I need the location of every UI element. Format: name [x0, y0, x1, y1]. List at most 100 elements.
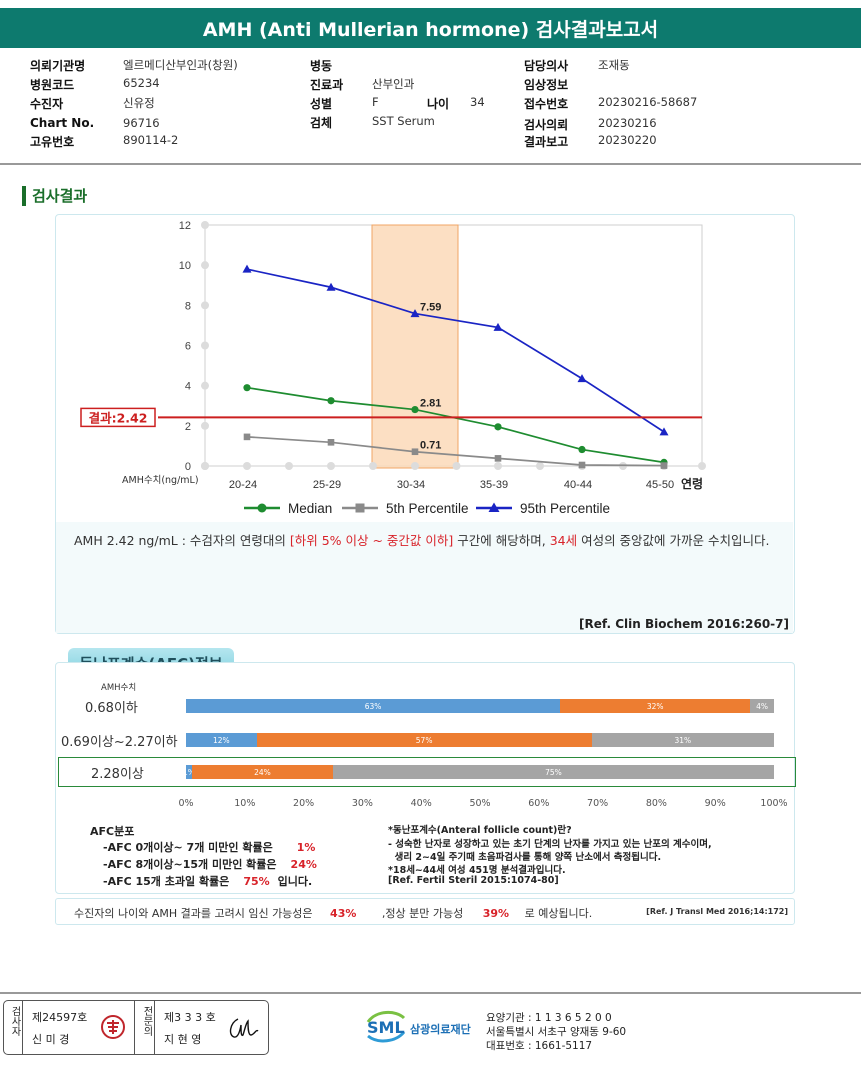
- afc-bar: 1%24%75%: [186, 765, 774, 779]
- y-tick-label: 0: [185, 461, 191, 473]
- sml-logo-text: SML: [367, 1018, 405, 1037]
- x-tick-label: 20-24: [229, 479, 257, 491]
- legend-label: Median: [288, 501, 332, 516]
- afc-x-tick: 90%: [704, 798, 726, 809]
- y-tick-dot: [201, 421, 209, 430]
- x-tick-label: 35-39: [480, 479, 508, 491]
- y-tick-label: 10: [179, 260, 191, 272]
- y-tick-dot: [201, 301, 209, 310]
- age-value: 34: [470, 95, 485, 109]
- sml-logo: SML: [366, 1008, 406, 1044]
- afc-x-tick: 40%: [410, 798, 432, 809]
- x-tick-dot: [201, 462, 209, 470]
- afc-x-tick: 0%: [178, 798, 194, 809]
- pregnancy-text: 수진자의 나이와 AMH 결과를 고려시 임신 가능성은 43% ,정상 분만 …: [74, 907, 593, 920]
- y-tick-label: 4: [185, 381, 191, 393]
- data-label: 7.59: [420, 302, 441, 314]
- amh-age-chart: 0 2 4 6 8 10 12 20-24 25-29 30-34 35-39 40-44 45-50 연…: [80, 220, 706, 516]
- org-phone: 대표번호 : 1661-5117: [486, 1040, 593, 1052]
- data-point: [243, 384, 251, 392]
- data-point: [327, 439, 335, 446]
- x-tick-dot: [494, 462, 502, 470]
- specialist-label: 전문의: [141, 1006, 152, 1036]
- footer-divider: [0, 992, 861, 994]
- info-value: 20230216-58687: [598, 95, 698, 109]
- info-label: 병동: [310, 59, 333, 73]
- y-tick-label: 12: [179, 220, 191, 232]
- info-label: 임상정보: [524, 78, 569, 92]
- specialist-license: 제3 3 3 호: [164, 1011, 216, 1024]
- examiner-label: 검사자: [9, 1006, 20, 1036]
- afc-note-line: [Ref. Fertil Steril 2015:1074-80]: [388, 875, 559, 886]
- x-tick-dot: [243, 462, 251, 470]
- reference-citation: [Ref. Clin Biochem 2016:260-7]: [579, 617, 789, 631]
- signature-icon: [229, 1018, 259, 1038]
- afc-dist-row: -AFC 0개이상~ 7개 미만인 확률은 1%: [103, 841, 316, 854]
- result-box: [80, 407, 156, 428]
- x-tick-dot: [536, 462, 544, 470]
- data-label: 0.71: [420, 440, 441, 452]
- patient-row-highlight: [58, 757, 796, 787]
- info-label: 진료과: [310, 78, 344, 92]
- afc-bar: 63% 32% 4%: [186, 699, 774, 713]
- info-value: 산부인과: [372, 77, 415, 91]
- info-value: 엘르메디산부인과(창원): [123, 58, 238, 72]
- legend-label: 5th Percentile: [386, 501, 469, 516]
- x-tick-label: 45-50: [646, 479, 674, 491]
- data-point: [242, 264, 252, 273]
- afc-bar-segment: 12%: [186, 733, 257, 747]
- y-tick-dot: [201, 381, 209, 390]
- info-label: 검사의뢰: [524, 118, 569, 132]
- info-value: SST Serum: [372, 114, 435, 128]
- interpretation-text: AMH 2.42 ng/mL : 수검자의 연령대의 [하위 5% 이상 ~ 중…: [74, 533, 770, 548]
- examiner-license: 제24597호: [32, 1011, 88, 1024]
- age-label: 나이: [427, 97, 450, 111]
- specialist-name: 지 현 영: [164, 1033, 202, 1046]
- info-value: 65234: [123, 76, 160, 90]
- afc-bar-segment: 63%: [186, 699, 561, 713]
- header-divider: [0, 163, 861, 165]
- afc-x-tick: 60%: [528, 798, 550, 809]
- afc-x-tick: 20%: [293, 798, 315, 809]
- info-value: 20230220: [598, 133, 657, 147]
- info-value: F: [372, 95, 379, 109]
- data-point: [659, 427, 669, 436]
- series-line: [246, 436, 665, 467]
- y-tick-dot: [201, 261, 209, 270]
- examiner-seal-icon: [101, 1015, 125, 1039]
- series-line: [246, 268, 665, 433]
- afc-x-tick: 30%: [351, 798, 373, 809]
- highlight-band: [371, 224, 459, 469]
- x-tick-dot: [698, 462, 706, 470]
- sml-swoosh-icon: [366, 1011, 406, 1043]
- y-tick-dot: [201, 221, 209, 229]
- afc-bar-segment: 1%: [186, 765, 192, 779]
- afc-x-tick: 100%: [760, 798, 788, 809]
- legend-marker: [488, 502, 500, 512]
- data-point: [577, 374, 587, 383]
- afc-bar-segment: 75%: [332, 765, 774, 779]
- pregnancy-reference: [Ref. J Transl Med 2016;14:172]: [646, 907, 788, 916]
- x-tick-dot: [369, 462, 377, 470]
- legend-marker: [355, 503, 365, 513]
- x-tick-label: 30-34: [397, 479, 425, 491]
- x-tick-dot: [327, 462, 335, 470]
- info-label: Chart No.: [30, 116, 95, 130]
- info-label: 수진자: [30, 97, 64, 111]
- afc-panel: AMH수치 0.68이하 63% 32% 4% 0.69이상~2.27이하 12% 57% 3…: [55, 662, 796, 894]
- pregnancy-panel: 수진자의 나이와 AMH 결과를 고려시 임신 가능성은 43% ,정상 분만 …: [55, 898, 795, 925]
- afc-bar-segment: 24%: [191, 765, 333, 779]
- info-label: 성별: [310, 97, 333, 111]
- afc-column-header: AMH수치: [101, 683, 137, 693]
- afc-x-tick: 10%: [234, 798, 256, 809]
- signature-box: 검사자 제24597호 신 미 경 전문의 제3 3 3 호 지 현 영: [3, 1000, 269, 1055]
- x-tick-dot: [411, 462, 419, 470]
- afc-row-label: 0.69이상~2.27이하: [61, 735, 178, 750]
- afc-x-tick: 80%: [645, 798, 667, 809]
- x-tick-dot: [285, 462, 293, 470]
- afc-row-label: 0.68이하: [85, 701, 138, 716]
- info-label: 병원코드: [30, 78, 75, 92]
- afc-x-tick: 50%: [469, 798, 491, 809]
- info-value: 890114-2: [123, 133, 179, 147]
- info-label: 고유번호: [30, 135, 75, 149]
